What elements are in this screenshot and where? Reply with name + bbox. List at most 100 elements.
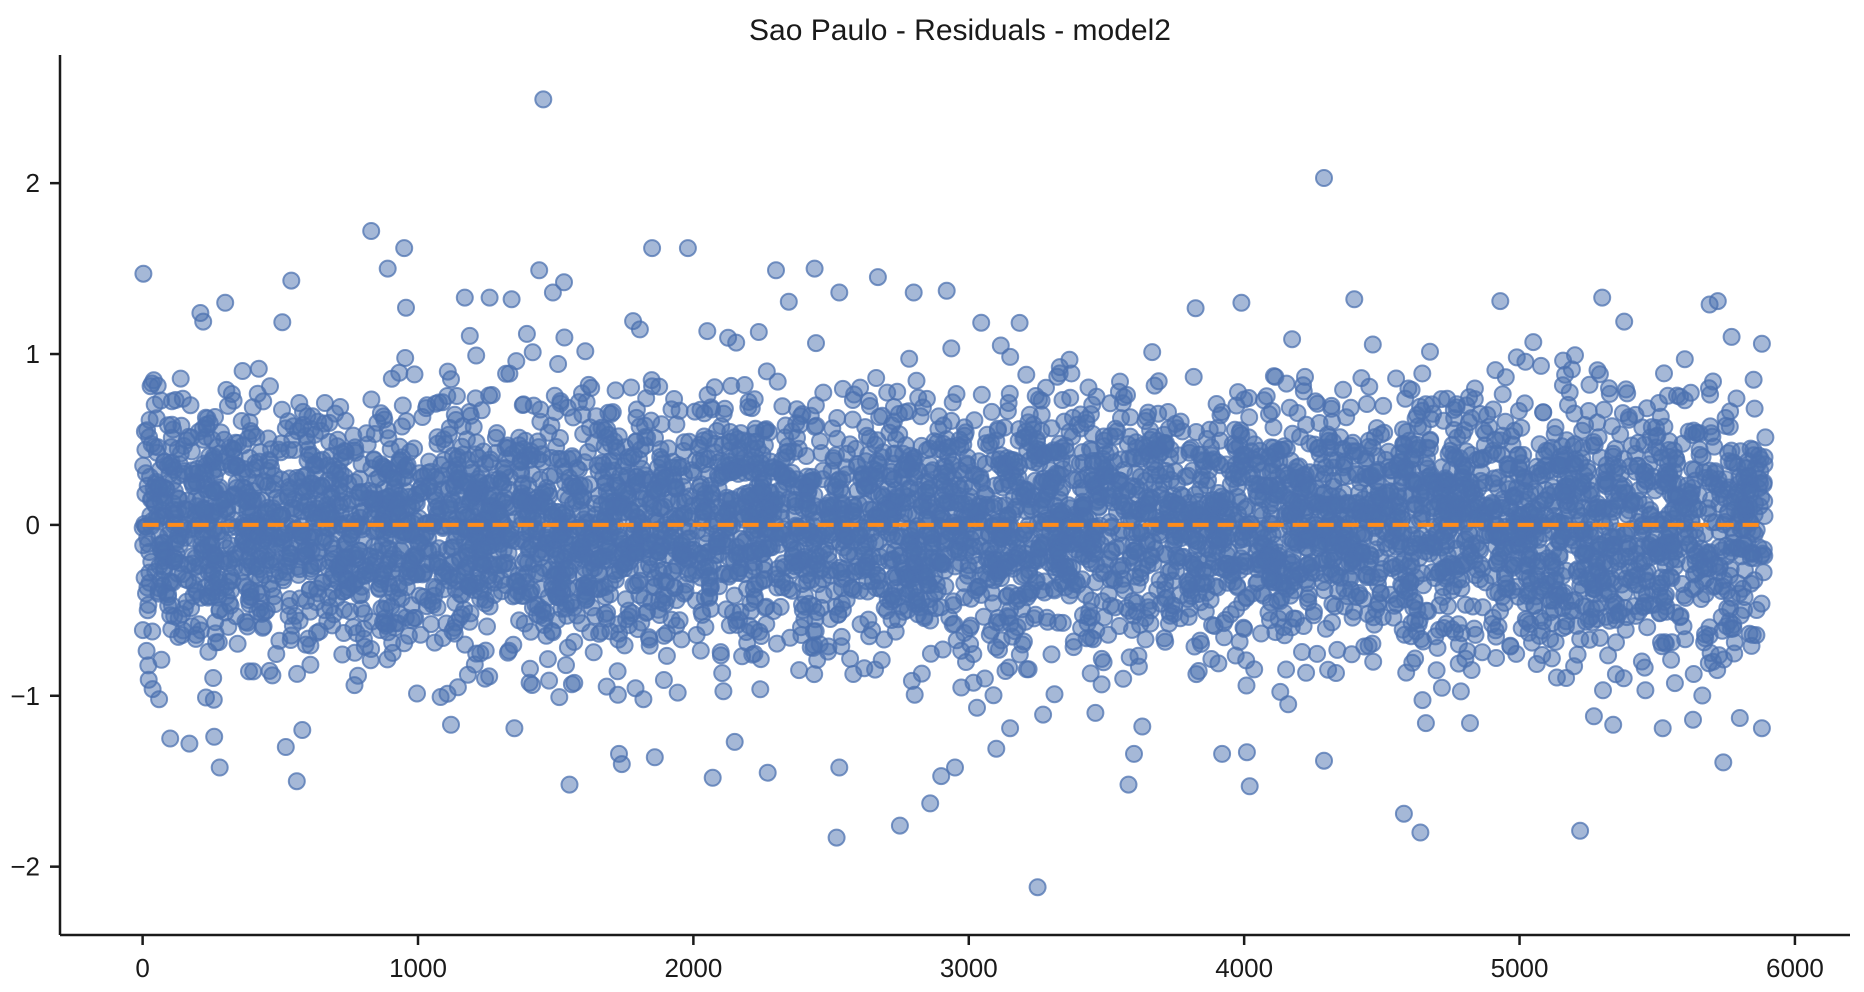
scatter-point bbox=[1363, 335, 1382, 354]
scatter-point bbox=[1237, 676, 1256, 695]
scatter-point bbox=[517, 324, 536, 343]
scatter-point bbox=[1283, 330, 1302, 349]
scatter-point bbox=[1010, 645, 1029, 664]
scatter-point bbox=[1308, 644, 1327, 663]
scatter-point bbox=[405, 365, 424, 384]
scatter-point bbox=[805, 665, 824, 684]
scatter-point bbox=[577, 578, 596, 597]
scatter-point bbox=[399, 626, 418, 645]
scatter-point bbox=[507, 352, 526, 371]
scatter-point bbox=[1553, 376, 1572, 395]
scatter-point bbox=[1391, 555, 1410, 574]
scatter-point bbox=[1573, 421, 1592, 440]
scatter-point bbox=[280, 590, 299, 609]
scatter-point bbox=[1550, 545, 1569, 564]
scatter-point bbox=[749, 323, 768, 341]
scatter-point bbox=[1655, 364, 1673, 383]
scatter-point bbox=[584, 643, 603, 662]
scatter-point bbox=[576, 342, 595, 361]
scatter-point bbox=[1196, 602, 1215, 621]
scatter-point bbox=[708, 534, 727, 553]
scatter-point bbox=[1042, 645, 1061, 664]
scatter-point bbox=[1684, 665, 1703, 683]
scatter-point bbox=[233, 362, 252, 380]
scatter-point bbox=[1294, 382, 1313, 401]
scatter-point bbox=[657, 624, 676, 643]
scatter-point bbox=[267, 645, 286, 663]
scatter-point bbox=[397, 298, 415, 317]
scatter-point bbox=[344, 618, 363, 637]
scatter-point bbox=[656, 594, 675, 613]
scatter-point bbox=[871, 547, 890, 566]
scatter-point bbox=[139, 595, 158, 614]
scatter-point bbox=[773, 397, 792, 416]
scatter-point bbox=[390, 363, 409, 382]
scatter-point bbox=[482, 386, 501, 404]
scatter-point bbox=[883, 568, 902, 587]
scatter-point bbox=[606, 381, 625, 400]
scatter-point bbox=[1756, 428, 1775, 447]
scatter-point bbox=[895, 403, 914, 422]
scatter-point bbox=[858, 426, 876, 445]
scatter-point bbox=[957, 653, 975, 671]
scatter-point bbox=[1575, 524, 1594, 543]
scatter-point bbox=[1557, 431, 1576, 450]
scatter-point bbox=[698, 322, 717, 341]
scatter-point bbox=[286, 606, 305, 625]
scatter-point bbox=[572, 614, 591, 633]
scatter-point bbox=[1322, 396, 1341, 415]
scatter-point bbox=[695, 404, 714, 423]
scatter-point bbox=[324, 605, 343, 624]
scatter-point bbox=[672, 630, 691, 649]
scatter-point bbox=[947, 631, 966, 650]
scatter-point bbox=[622, 378, 641, 397]
scatter-point bbox=[212, 423, 230, 442]
scatter-point bbox=[408, 684, 426, 703]
scatter-point bbox=[346, 443, 365, 462]
scatter-point bbox=[1149, 372, 1168, 391]
scatter-point bbox=[714, 682, 733, 701]
scatter-point bbox=[393, 396, 412, 415]
scatter-point bbox=[989, 609, 1008, 627]
scatter-point bbox=[1084, 630, 1103, 649]
scatter-point bbox=[833, 600, 852, 619]
scatter-point bbox=[996, 662, 1015, 680]
scatter-point bbox=[1622, 436, 1641, 455]
scatter-point bbox=[1603, 417, 1621, 436]
scatter-point bbox=[1328, 640, 1347, 659]
scatter-point bbox=[1245, 660, 1264, 679]
scatter-point bbox=[913, 398, 932, 417]
scatter-point bbox=[198, 409, 217, 428]
scatter-point bbox=[650, 377, 669, 396]
scatter-point bbox=[907, 371, 926, 390]
scatter-point bbox=[438, 362, 457, 381]
scatter-point bbox=[383, 643, 402, 662]
scatter-point bbox=[637, 389, 656, 408]
scatter-point bbox=[433, 393, 452, 412]
scatter-point bbox=[1402, 380, 1421, 399]
scatter-point bbox=[263, 666, 282, 685]
scatter-point bbox=[1240, 408, 1259, 427]
scatter-point bbox=[725, 586, 744, 605]
scatter-point bbox=[1114, 669, 1133, 688]
scatter-point bbox=[314, 533, 332, 551]
scatter-point bbox=[1493, 385, 1512, 404]
scatter-point bbox=[630, 320, 649, 339]
scatter-point bbox=[345, 676, 364, 695]
scatter-point bbox=[1509, 402, 1528, 420]
scatter-point bbox=[1537, 441, 1556, 460]
scatter-point bbox=[633, 560, 652, 579]
scatter-point bbox=[1532, 356, 1550, 375]
scatter-point bbox=[1700, 379, 1718, 398]
scatter-point bbox=[1010, 313, 1029, 332]
scatter-point bbox=[243, 398, 262, 417]
scatter-point bbox=[515, 614, 534, 633]
scatter-point bbox=[1580, 630, 1599, 649]
scatter-point bbox=[137, 641, 156, 660]
scatter-point bbox=[805, 417, 824, 436]
scatter-point bbox=[1487, 649, 1506, 667]
scatter-point bbox=[1546, 418, 1565, 437]
scatter-point bbox=[565, 673, 584, 692]
scatter-point bbox=[1636, 681, 1655, 700]
scatter-point bbox=[1095, 608, 1114, 627]
